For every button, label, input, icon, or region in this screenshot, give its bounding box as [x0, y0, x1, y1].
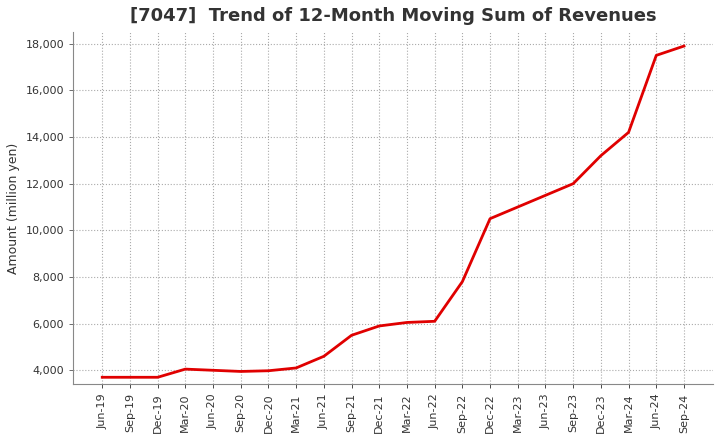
Y-axis label: Amount (million yen): Amount (million yen): [7, 143, 20, 274]
Title: [7047]  Trend of 12-Month Moving Sum of Revenues: [7047] Trend of 12-Month Moving Sum of R…: [130, 7, 657, 25]
